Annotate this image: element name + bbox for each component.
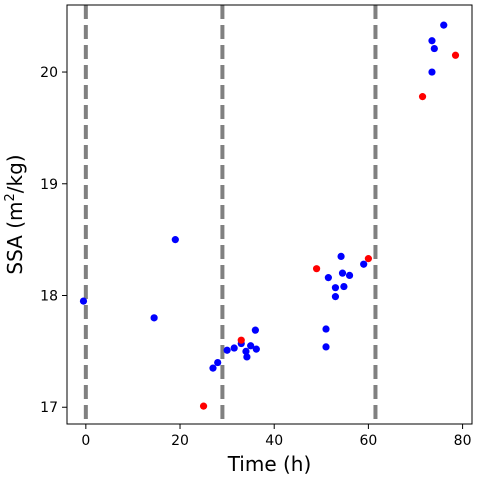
data-point-s1-18 <box>331 293 340 301</box>
data-point-s1-12 <box>251 326 259 334</box>
x-tick-label: 80 <box>454 433 472 449</box>
x-axis-label: Time (h) <box>227 452 312 476</box>
data-point-s2-1 <box>199 402 208 410</box>
y-tick-label: 18 <box>40 289 58 305</box>
x-tick-label: 20 <box>171 433 189 449</box>
data-point-s2-4 <box>364 255 372 263</box>
data-point-s2-5 <box>418 93 427 101</box>
y-tick-label: 20 <box>40 65 58 81</box>
y-tick-label: 19 <box>40 177 58 193</box>
y-axis-label-main: SSA (m <box>3 202 27 275</box>
data-point-s1-26 <box>430 44 438 53</box>
data-point-s1-11 <box>247 342 255 350</box>
plot-frame <box>66 4 473 425</box>
data-point-s2-6 <box>451 51 460 59</box>
data-point-s1-4 <box>209 364 217 372</box>
data-points <box>79 21 460 410</box>
data-point-s1-1 <box>79 297 88 305</box>
data-point-s1-24 <box>428 68 436 76</box>
data-point-s1-22 <box>345 271 354 279</box>
data-point-s2-3 <box>312 265 321 273</box>
reference-lines <box>83 5 378 424</box>
data-point-s1-3 <box>150 314 158 322</box>
data-point-s1-5 <box>214 358 222 367</box>
data-point-s1-2 <box>171 236 179 244</box>
data-point-s1-25 <box>428 37 436 45</box>
data-point-s1-14 <box>322 325 330 333</box>
data-point-s1-21 <box>340 282 348 291</box>
y-axis-ticks: 17 18 19 20 <box>40 65 67 416</box>
y-tick-label: 17 <box>40 400 58 416</box>
data-point-s1-27 <box>440 21 448 29</box>
data-point-s2-2 <box>237 336 245 344</box>
data-point-s1-16 <box>324 274 332 282</box>
y-axis-label: SSA (m2/kg) <box>3 154 27 274</box>
data-point-s1-10 <box>243 353 251 361</box>
y-axis-label-tail: /kg) <box>3 154 27 193</box>
data-point-s1-20 <box>338 269 347 277</box>
data-point-s1-19 <box>337 252 345 260</box>
data-point-s1-17 <box>331 284 340 292</box>
x-tick-label: 40 <box>265 433 283 449</box>
data-point-s1-13 <box>252 345 260 353</box>
data-point-s1-7 <box>230 344 238 352</box>
data-point-s1-6 <box>223 346 231 354</box>
y-axis-label-superscript: 2 <box>3 193 18 201</box>
data-point-s1-23 <box>360 260 368 268</box>
x-tick-label: 60 <box>359 433 377 449</box>
data-point-s1-15 <box>322 343 330 351</box>
data-point-s1-9 <box>242 347 250 355</box>
x-axis-ticks: 0 20 40 60 80 <box>81 424 471 449</box>
x-tick-label: 0 <box>81 433 90 449</box>
